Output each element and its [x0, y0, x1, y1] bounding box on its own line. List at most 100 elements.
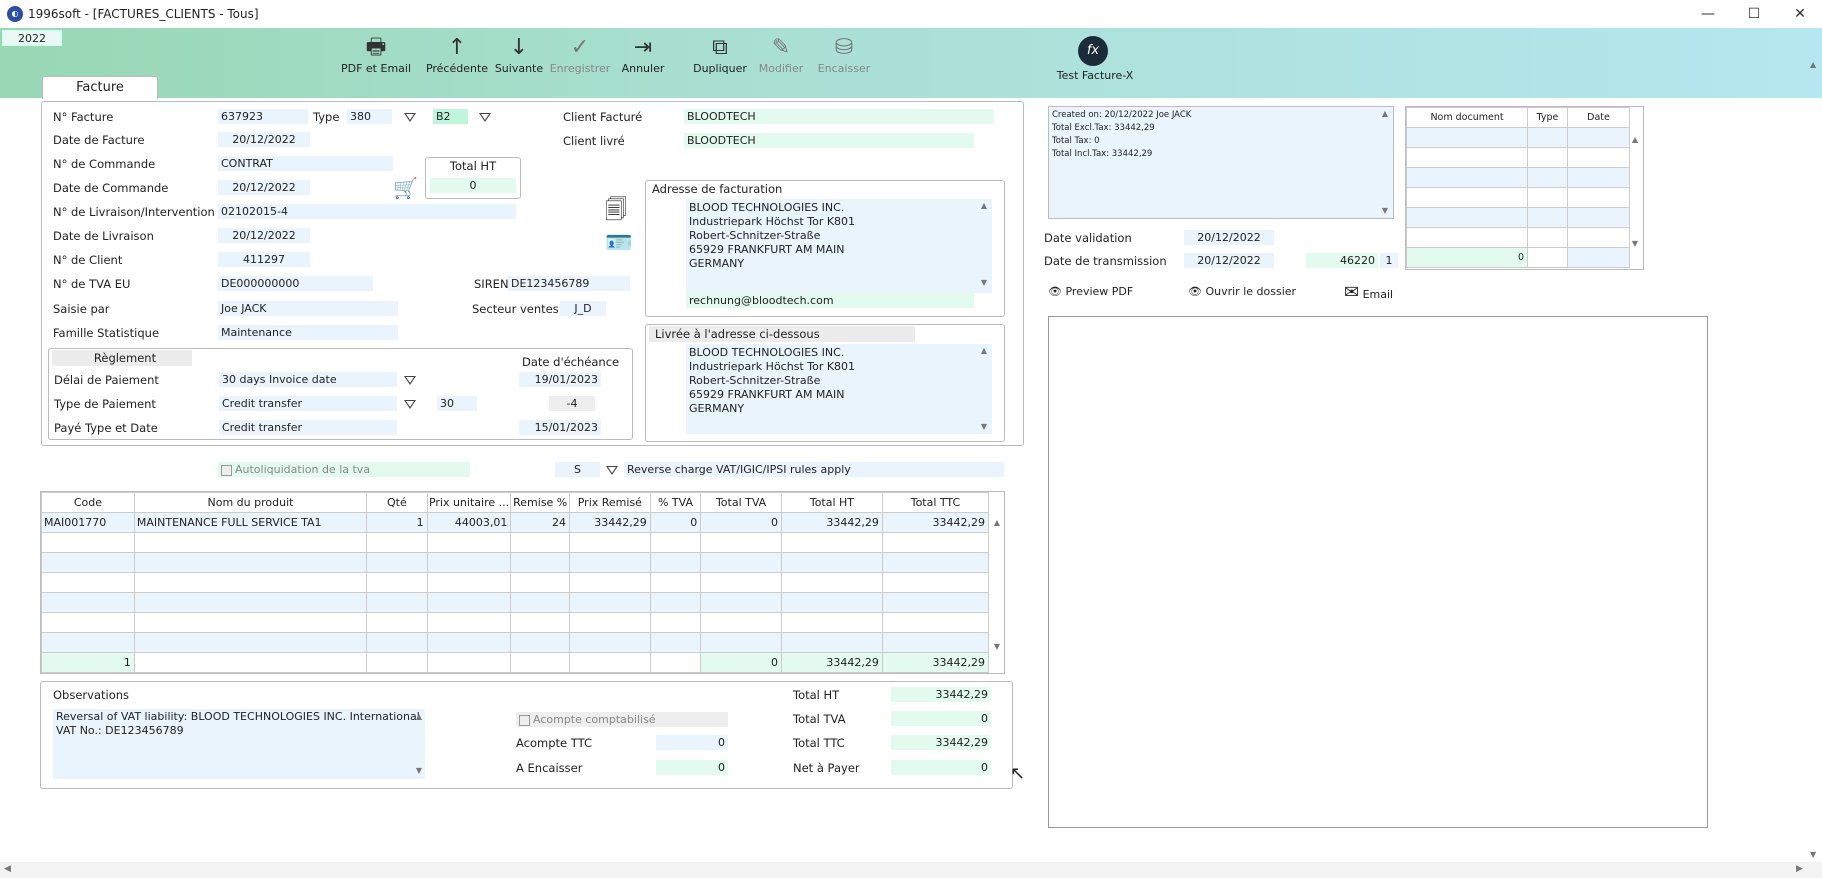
delivery-address-text[interactable]: BLOOD TECHNOLOGIES INC. Industriepark Hö… [686, 344, 992, 434]
sector-field[interactable]: J_D [560, 301, 606, 316]
order-date-field[interactable]: 20/12/2022 [218, 180, 310, 195]
table-cell[interactable] [700, 632, 782, 653]
type2-field[interactable]: B2 [433, 109, 468, 124]
table-row[interactable] [41, 572, 990, 593]
table-cell[interactable] [568, 572, 651, 593]
table-cell[interactable]: MAI001770 [41, 512, 135, 533]
table-row[interactable]: MAI001770 MAINTENANCE FULL SERVICE TA1 1 44… [41, 512, 990, 533]
table-row[interactable] [41, 532, 990, 553]
doc-col-name[interactable]: Nom document [1406, 107, 1528, 128]
table-cell[interactable] [881, 612, 990, 633]
table-cell[interactable] [510, 552, 570, 573]
scroll-up-icon[interactable]: ▲ [1631, 135, 1639, 144]
year-selector[interactable]: 2022 [2, 30, 62, 46]
grid-scroll-down-icon[interactable]: ▼ [993, 642, 1001, 651]
page-scroll-down-icon[interactable]: ▼ [1810, 850, 1817, 859]
table-cell[interactable]: 0 [700, 512, 782, 533]
duplicate-button[interactable]: ⧉ Dupliquer [679, 34, 761, 75]
previous-button[interactable]: ↑ Précédente [416, 34, 498, 75]
table-cell[interactable] [510, 592, 570, 613]
cancel-button[interactable]: ⇥ Annuler [602, 34, 684, 75]
table-cell[interactable]: MAINTENANCE FULL SERVICE TA1 [133, 512, 368, 533]
delivery-num-field[interactable]: 02102015-4 [218, 204, 516, 219]
tab-facture[interactable]: Facture [42, 76, 158, 99]
autoliquidation-checkbox[interactable]: Autoliquidation de la tva [218, 462, 470, 477]
transmission-num-field[interactable]: 46220 [1306, 253, 1378, 268]
grid-scroll-up-icon[interactable]: ▲ [993, 518, 1001, 527]
scroll-down-icon[interactable]: ▼ [980, 278, 988, 287]
scroll-up-icon[interactable]: ▲ [415, 712, 423, 721]
table-cell[interactable]: 33442,29 [780, 512, 883, 533]
pdf-email-button[interactable]: 🖶 PDF et Email [335, 34, 417, 75]
paid-date-field[interactable]: 15/01/2023 [519, 420, 601, 435]
scroll-up-icon[interactable]: ▲ [980, 346, 988, 355]
column-header[interactable]: Prix unitaire ... [426, 492, 512, 513]
delivery-date-field[interactable]: 20/12/2022 [218, 228, 310, 243]
table-cell[interactable] [649, 532, 702, 553]
table-cell[interactable] [41, 552, 135, 573]
table-cell[interactable] [649, 572, 702, 593]
vat-num-field[interactable]: DE000000000 [218, 276, 373, 291]
table-cell[interactable] [133, 532, 368, 553]
table-cell[interactable] [366, 552, 428, 573]
invoice-date-field[interactable]: 20/12/2022 [218, 132, 310, 147]
siren-field[interactable]: DE123456789 [508, 276, 630, 291]
log-textarea[interactable]: Created on: 20/12/2022 Joe JACK Total Ex… [1048, 106, 1394, 219]
open-folder-button[interactable]: 👁 Ouvrir le dossier [1188, 285, 1297, 298]
facturx-logo-icon[interactable]: fx [1078, 36, 1108, 66]
modify-button[interactable]: ✎ Modifier [740, 34, 822, 75]
client-billed-field[interactable]: BLOODTECH [684, 109, 994, 124]
type-field[interactable]: 380 [347, 109, 392, 124]
email-button[interactable]: ✉ Email [1344, 282, 1394, 303]
table-cell[interactable] [881, 552, 990, 573]
table-cell[interactable] [426, 592, 512, 613]
column-header[interactable]: Remise % [510, 492, 570, 513]
table-cell[interactable] [133, 632, 368, 653]
table-row[interactable] [41, 612, 990, 633]
table-cell[interactable] [41, 532, 135, 553]
table-cell[interactable] [700, 612, 782, 633]
type-dropdown-icon[interactable] [404, 113, 416, 122]
table-cell[interactable] [780, 532, 883, 553]
due-date-field[interactable]: 19/01/2023 [519, 372, 601, 387]
table-cell[interactable] [366, 632, 428, 653]
scroll-down-icon[interactable]: ▼ [415, 766, 423, 775]
table-cell[interactable] [568, 552, 651, 573]
table-cell[interactable] [133, 612, 368, 633]
scroll-down-icon[interactable]: ▼ [1381, 206, 1389, 215]
table-cell[interactable] [700, 572, 782, 593]
transmission-date-field[interactable]: 20/12/2022 [1184, 253, 1274, 268]
paid-field[interactable]: Credit transfer [219, 420, 397, 435]
table-cell[interactable] [881, 632, 990, 653]
column-header[interactable]: Total HT [780, 492, 883, 513]
table-cell[interactable]: 44003,01 [426, 512, 512, 533]
table-cell[interactable] [133, 552, 368, 573]
next-button[interactable]: ↓ Suivante [478, 34, 560, 75]
table-cell[interactable] [649, 612, 702, 633]
table-cell[interactable] [649, 552, 702, 573]
billing-address-text[interactable]: BLOOD TECHNOLOGIES INC. Industriepark Hö… [686, 199, 992, 293]
payment-delay-dropdown-icon[interactable] [404, 376, 416, 385]
scroll-down-icon[interactable]: ▼ [980, 422, 988, 431]
table-cell[interactable] [649, 592, 702, 613]
close-button[interactable]: ✕ [1794, 6, 1806, 22]
table-cell[interactable] [366, 532, 428, 553]
column-header[interactable]: Code [41, 492, 135, 513]
table-cell[interactable] [510, 632, 570, 653]
entered-by-field[interactable]: Joe JACK [218, 301, 398, 316]
order-num-field[interactable]: CONTRAT [218, 156, 393, 171]
table-cell[interactable] [881, 592, 990, 613]
table-cell[interactable] [780, 632, 883, 653]
acompte-compta-checkbox[interactable]: Acompte comptabilisé [516, 712, 728, 727]
table-cell[interactable] [510, 572, 570, 593]
scroll-right-icon[interactable]: ▶ [1796, 864, 1803, 874]
table-cell[interactable] [568, 532, 651, 553]
column-header[interactable]: Total TTC [881, 492, 990, 513]
table-cell[interactable] [780, 552, 883, 573]
column-header[interactable]: Total TVA [700, 492, 782, 513]
table-cell[interactable] [510, 612, 570, 633]
acompte-ttc-field[interactable]: 0 [656, 735, 728, 750]
table-cell[interactable] [41, 612, 135, 633]
table-cell[interactable] [133, 592, 368, 613]
table-cell[interactable] [366, 572, 428, 593]
